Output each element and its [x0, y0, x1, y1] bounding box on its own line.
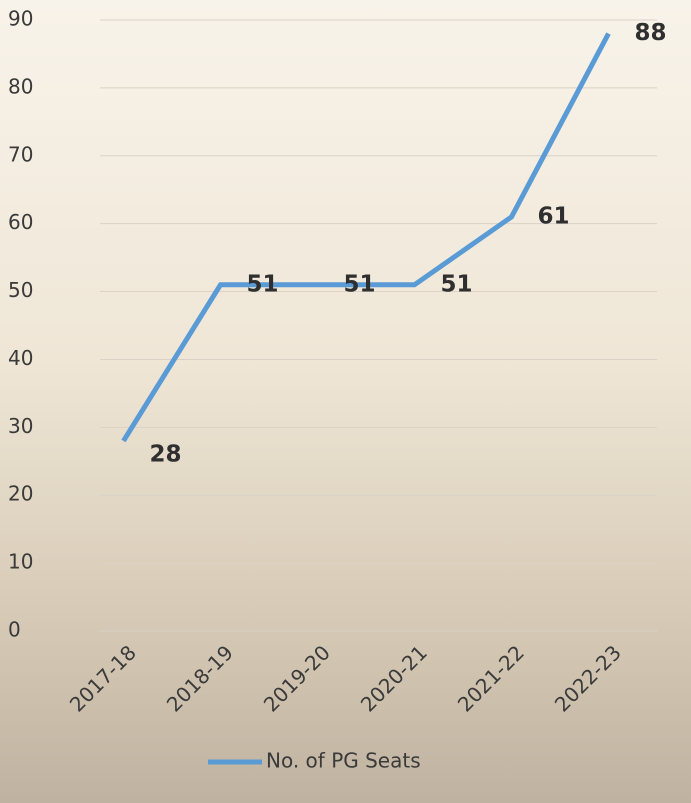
y-tick-label: 30 [8, 414, 33, 438]
data-label: 51 [343, 271, 375, 297]
y-tick-label: 80 [8, 74, 33, 98]
y-tick-label: 90 [8, 7, 33, 31]
y-tick-label: 70 [8, 142, 33, 166]
y-tick-label: 50 [8, 278, 33, 302]
chart: 01020304050607080902017-182018-192019-20… [0, 0, 691, 803]
data-label: 28 [149, 441, 181, 467]
y-tick-label: 10 [8, 550, 33, 574]
y-tick-label: 20 [8, 482, 33, 506]
data-label: 51 [440, 271, 472, 297]
page: {"chart_data": {"type": "line", "categor… [0, 0, 691, 803]
legend-label: No. of PG Seats [266, 749, 421, 773]
data-label: 61 [537, 203, 569, 229]
data-label: 88 [634, 20, 666, 46]
data-label: 51 [246, 271, 278, 297]
y-tick-label: 0 [8, 618, 21, 642]
y-tick-label: 60 [8, 210, 33, 234]
y-tick-label: 40 [8, 346, 33, 370]
